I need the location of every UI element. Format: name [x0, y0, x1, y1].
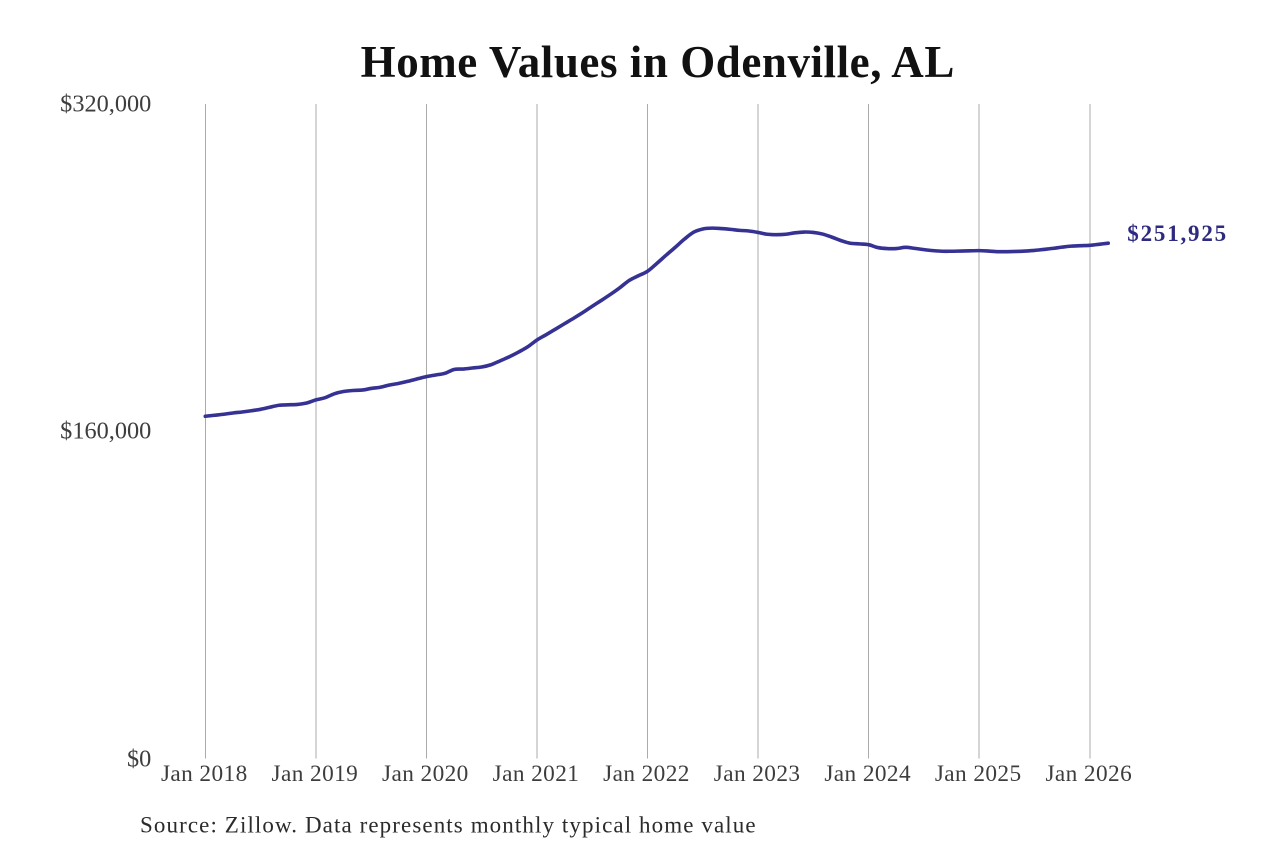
- svg-text:Jan 2022: Jan 2022: [603, 761, 690, 787]
- svg-text:Jan 2026: Jan 2026: [1045, 761, 1132, 787]
- svg-text:Jan 2024: Jan 2024: [824, 761, 911, 787]
- svg-text:$160,000: $160,000: [60, 418, 151, 445]
- svg-text:Jan 2020: Jan 2020: [382, 761, 469, 787]
- svg-text:$251,925: $251,925: [1127, 221, 1228, 246]
- svg-text:Source: Zillow. Data represent: Source: Zillow. Data represents monthly …: [140, 813, 757, 838]
- svg-text:$0: $0: [127, 746, 151, 773]
- svg-text:$320,000: $320,000: [60, 91, 151, 118]
- svg-text:Jan 2021: Jan 2021: [493, 761, 580, 787]
- svg-text:Jan 2018: Jan 2018: [161, 761, 248, 787]
- svg-text:Jan 2025: Jan 2025: [935, 761, 1022, 787]
- svg-text:Home Values in Odenville, AL: Home Values in Odenville, AL: [361, 37, 955, 87]
- svg-text:Jan 2023: Jan 2023: [714, 761, 801, 787]
- svg-text:Jan 2019: Jan 2019: [272, 761, 359, 787]
